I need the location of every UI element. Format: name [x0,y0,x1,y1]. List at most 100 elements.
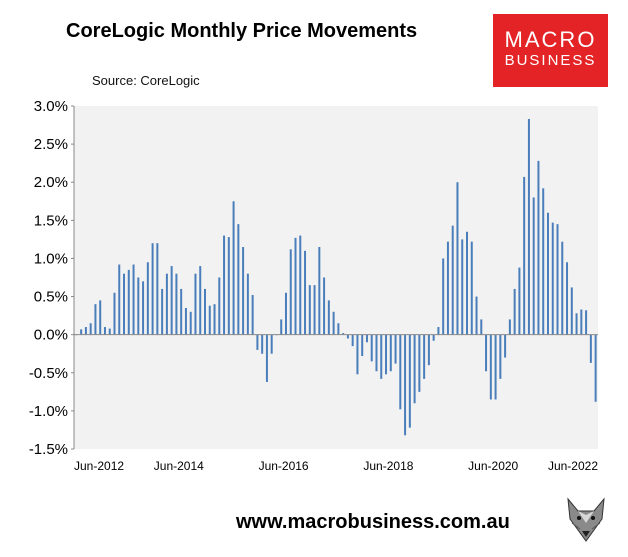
bar [489,334,492,400]
bar [308,285,311,335]
bar [475,296,478,335]
bar [423,334,426,379]
bar [199,266,202,335]
y-tick-label: 3.0% [34,98,68,115]
x-tick-label: Jun-2022 [548,459,598,473]
bar [113,292,116,335]
y-tick-label: 0.0% [34,327,68,344]
bar [284,292,287,335]
bar [132,264,135,335]
bar [451,225,454,335]
bar [94,304,97,335]
bar [342,333,345,335]
bar [365,334,368,343]
bar [499,334,502,379]
bar [432,334,435,341]
bar [261,334,264,354]
bar [561,241,564,335]
bar [504,334,507,358]
bar [251,295,254,335]
bar [337,323,340,335]
bar [123,273,126,335]
bar [480,319,483,335]
bar [332,311,335,335]
bar [585,310,588,335]
bar [294,237,297,335]
bar [232,201,235,335]
bar [242,247,245,335]
bar [103,327,106,335]
bar [289,249,292,335]
bar [137,277,140,335]
x-tick-label: Jun-2014 [154,459,204,473]
bar [280,319,283,335]
bar [327,300,330,335]
bar [80,329,83,335]
bar [375,334,378,372]
bar [175,273,178,335]
bar [399,334,402,410]
bar [304,250,307,335]
bar [142,281,145,335]
bar [556,224,559,335]
y-tick-label: -0.5% [29,365,68,382]
bar [256,334,259,350]
x-tick-label: Jun-2016 [259,459,309,473]
bar [537,160,540,335]
bar [470,241,473,335]
bar [446,241,449,335]
bar [361,334,364,357]
bar [189,311,192,335]
bar [532,197,535,335]
macrobusiness-logo: MACRO BUSINESS [493,14,608,87]
chart-title: CoreLogic Monthly Price Movements [66,20,418,42]
bar [227,237,230,335]
bar [389,334,392,372]
bar [518,267,521,335]
bar [580,309,583,335]
bar [165,273,168,335]
bar [542,188,545,335]
bar [508,319,511,335]
bar [442,258,445,335]
bar [194,273,197,335]
bar [437,327,440,335]
x-tick-label: Jun-2018 [363,459,413,473]
bar [323,277,326,335]
bar [151,243,154,335]
bar [351,334,354,347]
bar [385,334,388,375]
chart-source: Source: CoreLogic [92,73,200,88]
bar [523,176,526,335]
bar [89,323,92,335]
bar [299,235,302,335]
bar [408,334,411,428]
bar [527,118,530,335]
y-tick-label: 0.5% [34,289,68,306]
y-tick-label: 1.0% [34,250,68,267]
bar [127,269,130,335]
y-tick-label: 2.0% [34,174,68,191]
bar [204,288,206,335]
bar [566,262,569,335]
y-axis-ticks: 3.0% 2.5% 2.0% 1.5% 1.0% 0.5% 0.0% -0.5% -1.0% -1… [29,98,74,458]
x-axis-ticks: Jun-2012 Jun-2014 Jun-2016 Jun-2018 Jun-2020… [74,459,598,473]
bar [546,212,549,335]
bar [180,288,183,335]
bar [466,231,468,335]
bar [108,328,111,335]
bar-series [75,118,597,436]
x-tick-label: Jun-2020 [468,459,518,473]
bar [413,334,416,404]
bar [551,222,554,335]
bar [170,266,173,335]
logo-line-2: BUSINESS [504,52,597,69]
bar [380,334,383,379]
bar [161,288,164,335]
bar [270,334,273,354]
bar [313,285,316,335]
logo-line-1: MACRO [504,27,597,52]
y-tick-label: 1.5% [34,212,68,229]
bar [427,334,430,366]
